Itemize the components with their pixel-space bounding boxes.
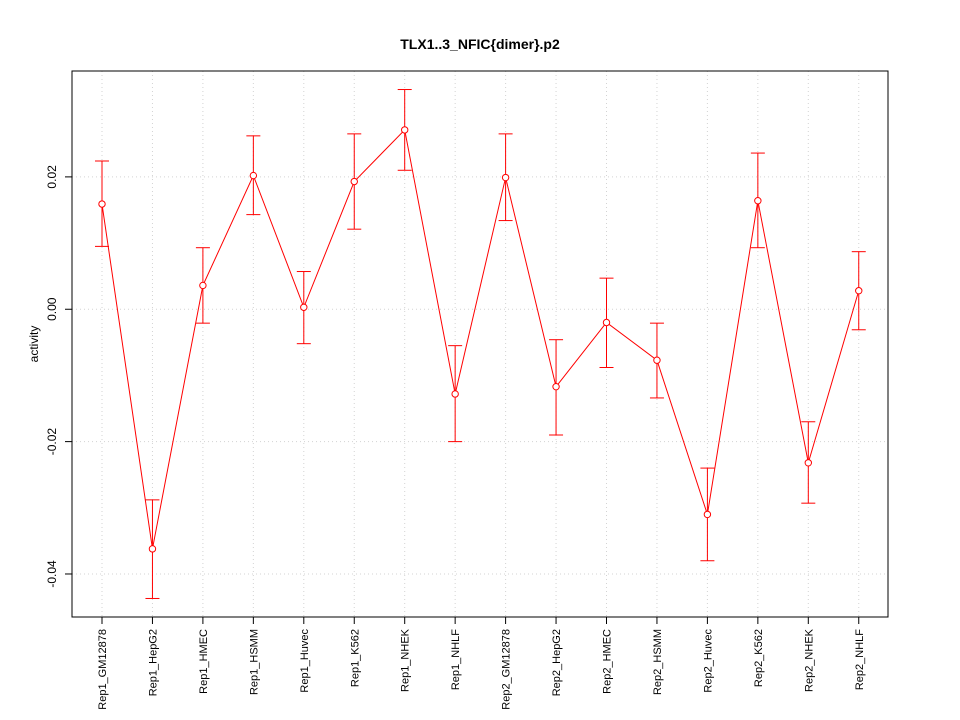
data-point (804, 459, 812, 467)
data-point (451, 390, 459, 398)
y-tick-label: 0.02 (45, 165, 59, 189)
series-layer (95, 89, 866, 599)
data-point (350, 177, 358, 186)
x-axis: Rep1_GM12878 Rep1_HepG2 Rep1_HMEC Rep1_HSMM… (97, 617, 866, 710)
x-tick-label: Rep2_K562 (753, 629, 765, 687)
y-tick-label: 0.00 (45, 297, 59, 321)
x-tick-label: Rep2_HSMM (652, 629, 664, 695)
x-tick-label: Rep2_GM12878 (501, 629, 513, 710)
data-point (855, 287, 863, 295)
x-tick-label: Rep2_HepG2 (551, 629, 563, 696)
x-tick-label: Rep1_Huvec (299, 629, 311, 693)
data-point (501, 173, 510, 182)
data-point (199, 281, 207, 290)
x-tick-label: Rep1_K562 (349, 629, 361, 687)
x-tick-label: Rep1_HSMM (248, 629, 260, 695)
y-tick-label: -0.04 (45, 560, 59, 588)
data-point (98, 200, 106, 208)
data-point (653, 356, 661, 364)
plot-frame (71, 70, 889, 618)
x-tick-label: Rep1_HepG2 (147, 629, 159, 696)
x-tick-label: Rep1_NHEK (400, 628, 412, 692)
x-tick-label: Rep2_Huvec (702, 629, 714, 693)
chart-title: TLX1..3_NFIC{dimer}.p2 (400, 36, 560, 52)
x-tick-label: Rep1_NHLF (450, 629, 462, 690)
x-tick-label: Rep1_HMEC (198, 629, 210, 694)
y-tick-label: -0.02 (45, 428, 59, 456)
x-tick-label: Rep2_NHEK (803, 628, 815, 692)
data-point (754, 197, 762, 205)
data-point (148, 545, 157, 553)
x-tick-label: Rep1_GM12878 (97, 629, 109, 710)
data-point (300, 303, 308, 311)
data-point (602, 318, 611, 327)
data-point (703, 510, 712, 519)
data-point (401, 126, 409, 134)
grid-layer (72, 71, 888, 617)
x-tick-label: Rep2_NHLF (854, 629, 866, 690)
data-point (249, 171, 258, 180)
y-axis-label: activity (27, 326, 41, 363)
data-point (552, 382, 560, 391)
series-line (101, 128, 860, 549)
y-axis: -0.04 -0.02 0.00 0.02 (45, 165, 72, 588)
x-tick-label: Rep2_HMEC (602, 629, 614, 694)
